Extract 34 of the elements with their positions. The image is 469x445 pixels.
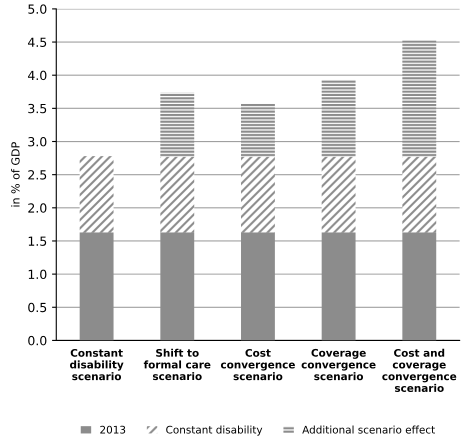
bar	[241, 104, 275, 157]
y-tick-label: 4.0	[28, 70, 46, 80]
x-tick-label: Shift to formal care scenario	[144, 348, 210, 380]
bar	[160, 92, 194, 157]
bar	[402, 232, 436, 340]
y-tick-label: 4.5	[28, 38, 46, 47]
y-tick-label: 5.0	[28, 4, 46, 14]
y-tick-label: 3.5	[28, 104, 46, 114]
bar	[160, 156, 194, 232]
bar	[402, 156, 436, 232]
legend-label: Additional scenario effect	[302, 426, 435, 434]
y-tick-label: 3.0	[28, 136, 46, 146]
y-tick-label: 2.5	[28, 170, 46, 180]
bar	[80, 232, 114, 340]
bar	[160, 232, 194, 340]
x-tick-label: Coverage convergence scenario	[302, 348, 376, 380]
bar	[322, 232, 356, 340]
y-axis-title: in % of GDP	[11, 142, 20, 207]
bar	[402, 40, 436, 157]
legend-label: 2013	[100, 426, 126, 434]
bar	[322, 80, 356, 157]
x-tick-label: Cost convergence scenario	[220, 348, 295, 380]
y-tick-label: 1.0	[28, 270, 46, 280]
x-tick-label: Constant disability scenario	[70, 348, 124, 380]
y-tick-label: 0.5	[28, 302, 46, 312]
bar	[322, 156, 356, 232]
y-tick-label: 0.0	[28, 336, 46, 346]
bar	[241, 232, 275, 340]
bar	[241, 156, 275, 232]
x-tick-label: Cost and coverage convergence scenario	[382, 348, 456, 392]
y-tick-label: 2.0	[28, 203, 46, 213]
legend-label: Constant disability	[166, 426, 262, 436]
y-tick-label: 1.5	[28, 236, 46, 246]
bar	[80, 156, 114, 232]
